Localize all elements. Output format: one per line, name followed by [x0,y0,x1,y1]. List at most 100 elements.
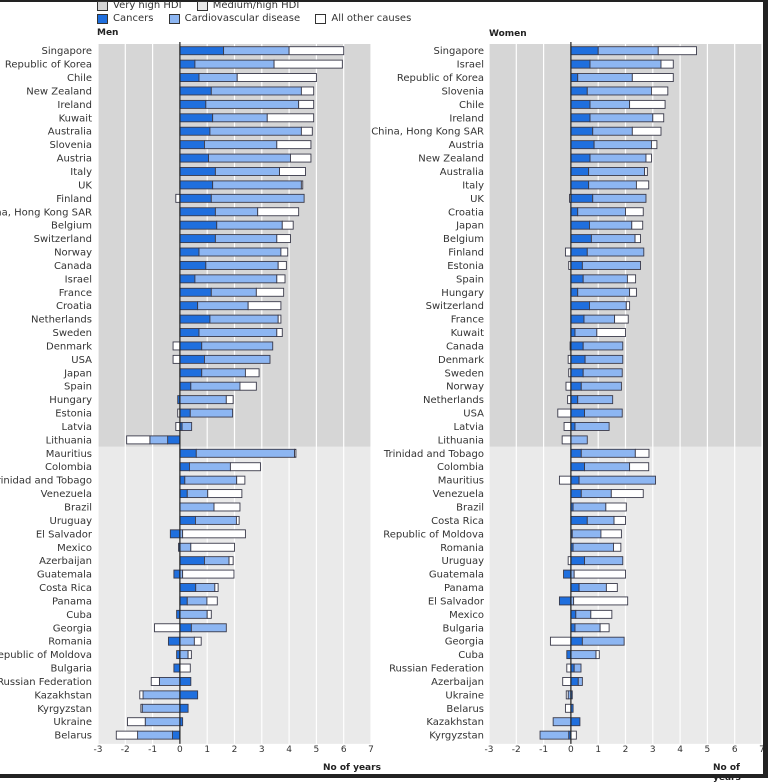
bar-segment-other [277,260,287,270]
country-label: UK [470,194,484,205]
bar-segment-other [140,703,143,713]
bar-segment-cvd [210,86,302,96]
bar-segment-other [182,529,246,539]
bar-segment-other [300,180,304,190]
bar-segment-cvd [588,180,637,190]
legend-swatch-cancers [97,13,108,24]
bar-segment-cvd [209,126,302,136]
bar-segment-other [613,542,622,552]
bar-segment-other [599,623,610,633]
bar-segment-cvd [204,140,278,150]
bar-segment-cancers [179,489,188,499]
country-label: Singapore [434,46,484,57]
country-label: Estonia [447,261,484,272]
bar-segment-cvd [197,301,249,311]
bar-segment-other [126,435,151,445]
bar-segment-cvd [570,650,597,660]
bar-segment-cvd [592,193,647,203]
country-label: Spain [64,382,92,393]
country-label: Costa Rica [431,516,484,527]
bar-segment-cancers [558,596,572,606]
country-label: France [451,315,484,326]
bar-segment-other [613,515,626,525]
country-label: China, Hong Kong SAR [0,207,92,218]
bar-segment-cvd [186,489,209,499]
bar-segment-cancers [179,274,196,284]
country-label: Estonia [55,409,92,420]
x-axis-label-men: No of years [323,763,381,773]
bar-segment-other [631,73,674,83]
country-label: France [59,288,92,299]
bar-segment-cvd [577,207,626,217]
bar-segment-cvd [586,515,615,525]
bar-segment-other [573,596,629,606]
legend-hdi: Very high HDI Medium/high HDI [97,0,311,14]
country-label: Switzerland [426,301,484,312]
x-tick-label: -1 [148,745,157,755]
bar-segment-cancers [179,515,196,525]
right-border [763,0,768,778]
bar-segment-cvd [552,717,572,727]
bar-segment-other [652,113,665,123]
bar-segment-cancers [570,341,584,351]
country-label: Kyrgyzstan [429,731,484,742]
bar-segment-cvd [581,260,641,270]
bar-segment-other [175,193,181,203]
bar-segment-cvd [142,690,181,700]
bar-segment-cancers [179,153,210,163]
bar-segment-cancers [570,489,582,499]
country-label: Belarus [54,731,92,742]
bar-segment-other [570,730,577,740]
bar-segment-cancers [563,569,572,579]
bar-segment-cancers [167,435,181,445]
country-label: Mexico [57,543,92,554]
country-label: UK [78,180,92,191]
bar-segment-other [565,381,572,391]
bar-segment-cancers [179,556,205,566]
bar-segment-other [557,408,572,418]
x-tick-label: 5 [314,745,320,755]
bar-segment-cvd [574,328,598,337]
country-label: Canada [54,261,92,272]
bar-segment-other [634,448,650,458]
country-label: Belgium [443,234,484,245]
bar-segment-cvd [195,515,237,525]
country-label: Ireland [57,100,92,111]
bar-segment-cancers [179,314,211,324]
bar-segment-cvd [141,703,181,713]
bar-segment-other [294,448,297,458]
country-label: Mauritius [438,476,484,487]
bar-segment-other [605,502,627,512]
bar-segment-cvd [597,46,659,56]
country-label: Israel [457,60,484,71]
bar-segment-cancers [570,515,588,525]
bar-segment-cancers [570,677,579,686]
country-label: Guatemala [37,570,92,581]
bar-segment-cvd [198,73,238,83]
bar-segment-cvd [575,609,592,619]
bar-segment-cvd [204,556,230,566]
bar-segment-cancers [570,193,594,203]
bar-segment-cancers [570,153,591,163]
country-label: China, Hong Kong SAR [371,127,484,138]
country-label: Uruguay [50,516,93,527]
country-label: Republic of Moldova [383,529,484,540]
bar-segment-other [564,703,572,713]
x-tick-label: 5 [705,745,711,755]
country-label: Lithuania [46,435,92,446]
bar-segment-other [276,234,291,244]
bar-segment-cvd [201,341,274,351]
bar-segment-other [650,140,658,150]
bar-segment-cancers [570,314,585,324]
country-label: Hungary [49,395,92,406]
bar-segment-cvd [198,328,278,337]
bar-segment-other [614,314,629,324]
bar-segment-cvd [582,341,624,351]
country-label: Kazakhstan [426,717,484,728]
bar-segment-other [225,395,234,405]
legend-label: Medium/high HDI [212,0,300,11]
bar-segment-cvd [580,448,636,458]
x-tick-label: 1 [595,745,601,755]
country-label: Austria [57,154,92,165]
country-label: Belarus [446,704,484,715]
